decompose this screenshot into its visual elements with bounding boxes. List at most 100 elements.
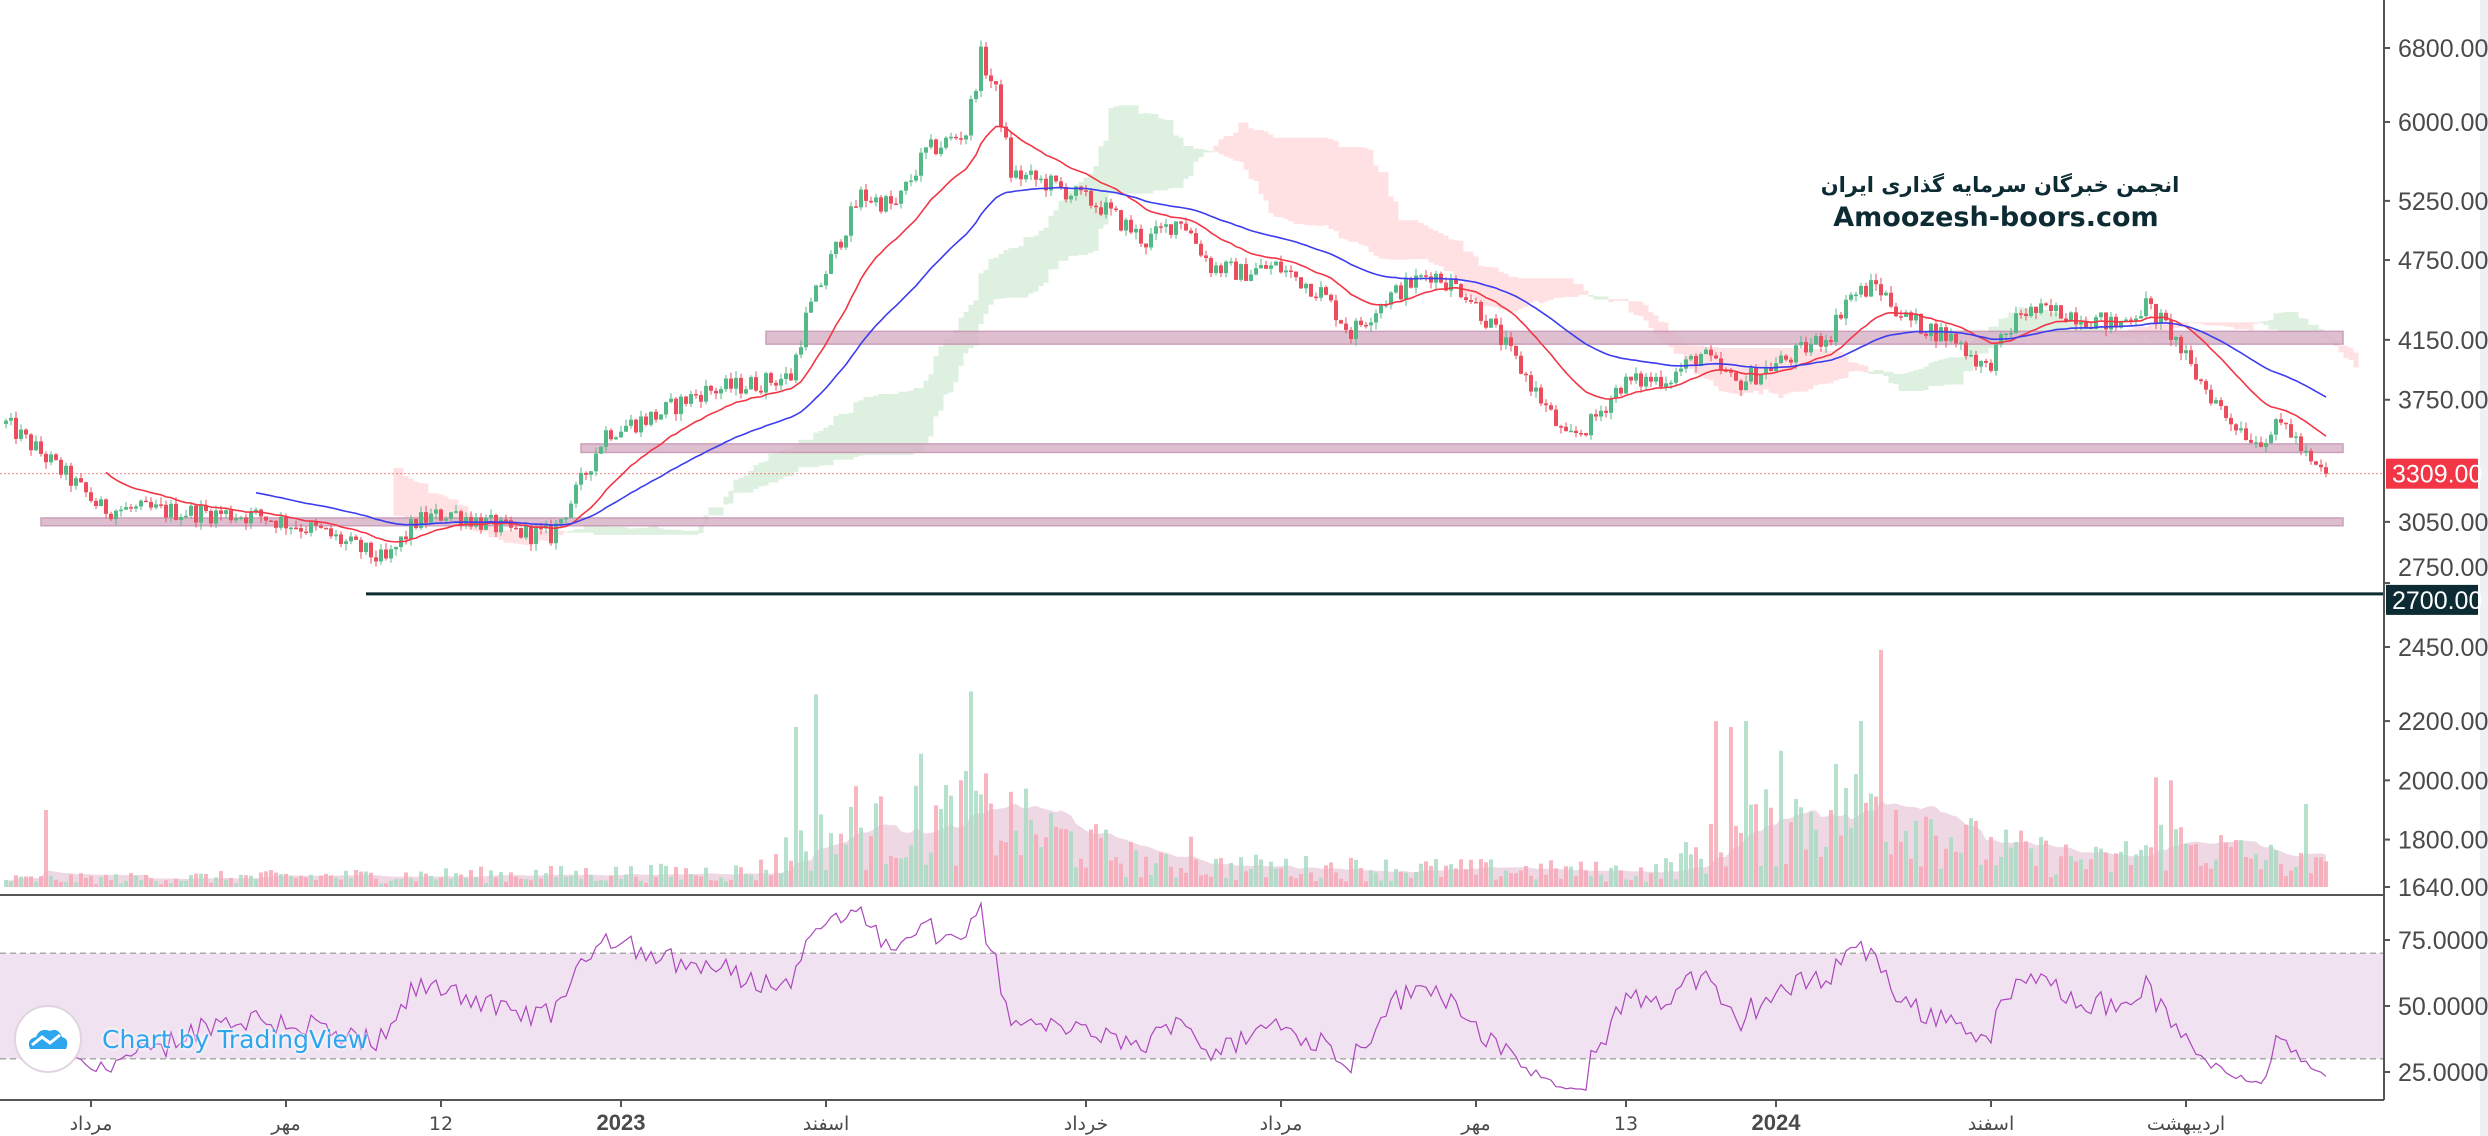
cloud-segment (2248, 322, 2254, 331)
candle (1304, 282, 1308, 294)
candle-body (309, 522, 313, 533)
candle-body (199, 505, 203, 523)
volume-bar (824, 870, 828, 887)
candle-body (1189, 230, 1193, 234)
candle (1889, 285, 1893, 309)
candle (384, 543, 388, 561)
volume-bar (2214, 859, 2218, 887)
candle-body (279, 516, 283, 528)
volume-bar (1684, 842, 1688, 887)
cloud-segment (1793, 348, 1799, 392)
volume-bar (24, 876, 28, 887)
cloud-segment (2238, 322, 2244, 330)
candle-body (1584, 433, 1588, 436)
cloud-segment (583, 525, 589, 533)
volume-bar (2139, 849, 2143, 887)
candle (1424, 270, 1428, 282)
volume-bar (464, 877, 468, 887)
candle (799, 340, 803, 359)
candle-body (1919, 313, 1923, 334)
candle-body (2284, 422, 2288, 425)
cloud-segment (2343, 345, 2349, 358)
candle (1664, 376, 1668, 391)
cloud-segment (628, 528, 634, 535)
candle-body (1139, 228, 1143, 244)
candle-body (1689, 355, 1693, 360)
candle-body (259, 509, 263, 517)
axis-tick-label: 6800.00 (2398, 35, 2488, 63)
candle-body (904, 181, 908, 191)
volume-bar (2164, 870, 2168, 887)
volume-bar (84, 878, 88, 887)
candle-body (774, 382, 778, 386)
cloud-segment (563, 531, 569, 533)
candle-body (229, 510, 233, 521)
candle (14, 411, 18, 444)
candle (2259, 436, 2263, 448)
candle (2294, 431, 2298, 444)
cloud-segment (1273, 137, 1279, 217)
candle (2159, 308, 2163, 331)
candle-body (2214, 400, 2218, 404)
candle-body (2264, 443, 2268, 447)
volume-bar (1739, 832, 1743, 887)
volume-bar (1724, 866, 1728, 887)
candle-body (659, 414, 663, 420)
candle-body (1694, 355, 1698, 367)
volume-bar (2074, 861, 2078, 887)
candle-body (1529, 375, 1533, 392)
cloud-segment (1758, 348, 1764, 395)
candle-body (354, 536, 358, 540)
candle-body (2299, 436, 2303, 452)
candle (79, 473, 83, 484)
candle-body (2034, 306, 2038, 313)
cloud-segment (788, 448, 794, 477)
candle (1339, 319, 1343, 324)
candle-body (539, 527, 543, 530)
candle (949, 132, 953, 141)
candle-body (2169, 320, 2173, 340)
candle-body (834, 241, 838, 255)
candle (64, 462, 68, 481)
volume-bar (854, 786, 858, 887)
support-resistance-zones (0, 330, 2384, 596)
candle (874, 193, 878, 207)
volume-bar (609, 875, 613, 887)
candle-body (1344, 323, 1348, 330)
volume-bar (689, 874, 693, 887)
cloud-segment (1358, 147, 1364, 245)
cloud-segment (1638, 301, 1644, 316)
volume-bar (1264, 877, 1268, 887)
volume-bar (1099, 837, 1103, 887)
volume-bar (1459, 859, 1463, 887)
candle-body (1989, 362, 1993, 371)
volume-bar (1879, 649, 1883, 887)
candle (2304, 444, 2308, 457)
candle (1714, 352, 1718, 360)
volume-bar (2249, 858, 2253, 887)
volume-bar (2134, 854, 2138, 887)
volume-bar (2079, 859, 2083, 887)
volume-bar (2114, 853, 2118, 887)
volume-bar (969, 691, 973, 887)
volume-bar (1019, 855, 1023, 887)
candle (1824, 334, 1828, 353)
tradingview-branding[interactable]: Chart by TradingView (14, 1005, 368, 1073)
candle (969, 95, 973, 141)
volume-bar (2144, 845, 2148, 887)
volume-bar (149, 878, 153, 887)
candle-body (1599, 410, 1603, 417)
volume-bar (599, 880, 603, 887)
candle (2164, 309, 2168, 322)
candle (34, 435, 38, 452)
candle (294, 520, 298, 530)
candle (844, 234, 848, 250)
candle-body (929, 139, 933, 148)
cloud-segment (488, 526, 494, 538)
cloud-segment (1558, 278, 1564, 298)
candle (139, 499, 143, 511)
candle-body (989, 75, 993, 82)
volume-bar (1559, 878, 1563, 887)
